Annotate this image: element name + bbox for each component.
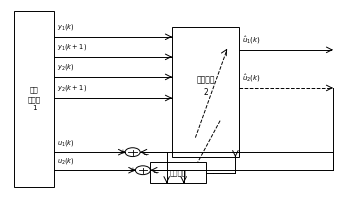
Text: −: − xyxy=(142,150,148,159)
Text: 训练算法: 训练算法 xyxy=(170,169,186,176)
Text: $y_1(k)$: $y_1(k)$ xyxy=(57,22,75,32)
Bar xyxy=(172,27,239,157)
Text: +: + xyxy=(130,167,136,173)
Text: −: − xyxy=(152,168,159,177)
Text: 神经网络
2: 神经网络 2 xyxy=(196,75,215,97)
Text: $y_2(k+1)$: $y_2(k+1)$ xyxy=(57,83,87,93)
Text: $\hat{u}_1(k)$: $\hat{u}_1(k)$ xyxy=(241,35,260,46)
Text: 发酵
反应器
1: 发酵 反应器 1 xyxy=(28,87,41,111)
Text: $u_2(k)$: $u_2(k)$ xyxy=(57,156,75,166)
Text: $y_1(k+1)$: $y_1(k+1)$ xyxy=(57,42,87,52)
Bar xyxy=(14,11,54,187)
Bar xyxy=(150,162,206,183)
Text: $y_2(k)$: $y_2(k)$ xyxy=(57,62,75,72)
Text: $u_1(k)$: $u_1(k)$ xyxy=(57,138,75,148)
Text: $\hat{u}_2(k)$: $\hat{u}_2(k)$ xyxy=(241,73,260,84)
Text: +: + xyxy=(119,149,125,155)
